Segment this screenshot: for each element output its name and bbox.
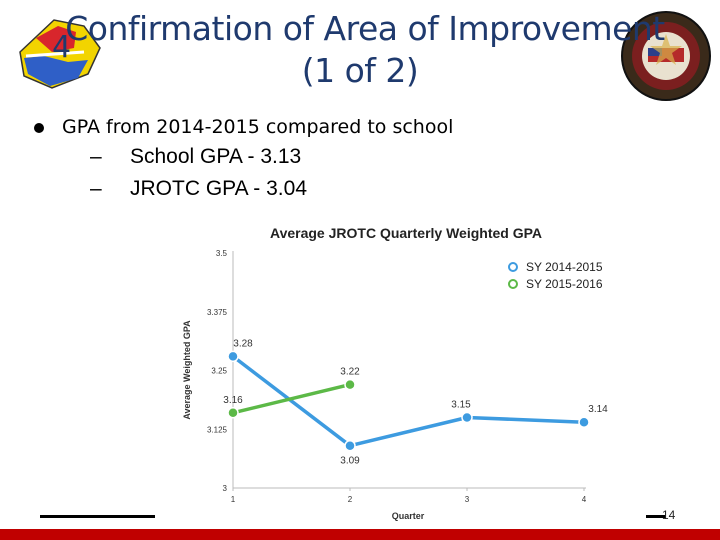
- legend-marker: [508, 279, 518, 289]
- state-shield-logo: [14, 12, 106, 96]
- jrotc-unit-emblem: [620, 10, 712, 102]
- legend-entry: SY 2015-2016: [526, 277, 603, 291]
- y-tick-label: 3.5: [216, 249, 228, 258]
- chart-title: Average JROTC Quarterly Weighted GPA: [270, 225, 542, 241]
- gpa-line-chart: Average JROTC Quarterly Weighted GPA 3 3.…: [170, 212, 640, 528]
- series-line-2: [232, 382, 351, 415]
- data-point: [344, 378, 356, 391]
- data-point: [578, 416, 590, 428]
- data-label: 3.15: [451, 400, 471, 411]
- y-tick-label: 3.375: [207, 308, 228, 317]
- sub-bullet: – School GPA - 3.13: [22, 142, 702, 172]
- series-line-1: [231, 355, 585, 448]
- slide-title: Confirmation of Area of Improvement (1 o…: [0, 8, 720, 92]
- x-axis-label: Quarter: [392, 511, 425, 521]
- bullet-list: GPA from 2014-2015 compared to school – …: [22, 114, 702, 204]
- footer-rule-right: [646, 515, 666, 518]
- bullet-main-text: GPA from 2014-2015 compared to school: [62, 116, 454, 138]
- sub-bullet-dash: –: [90, 145, 102, 168]
- x-tick-label: 2: [348, 495, 353, 504]
- data-point: [461, 411, 473, 424]
- page-number: 14: [662, 508, 676, 522]
- chart-svg: Average JROTC Quarterly Weighted GPA 3 3.…: [182, 225, 608, 521]
- chart-axes: 3 3.125 3.25 3.375 3.5 1 2 3 4: [207, 249, 587, 504]
- slide-title-line1: Confirmation of Area of Improvement: [65, 9, 665, 48]
- data-point: [344, 439, 356, 452]
- slide-section-number: 4: [52, 30, 72, 65]
- y-tick-label: 3: [223, 484, 228, 493]
- x-tick-label: 4: [582, 495, 587, 504]
- data-point: [227, 350, 239, 363]
- sub-bullet-text: JROTC GPA - 3.04: [130, 177, 307, 200]
- bullet-main: GPA from 2014-2015 compared to school: [22, 114, 702, 140]
- sub-bullet: – JROTC GPA - 3.04: [22, 174, 702, 204]
- bullet-dot-icon: [34, 123, 44, 133]
- data-label: 3.22: [340, 367, 360, 378]
- legend-marker: [508, 262, 518, 272]
- legend-entry: SY 2014-2015: [526, 260, 603, 274]
- footer-band: [0, 529, 720, 540]
- y-axis-label: Average Weighted GPA: [182, 320, 192, 420]
- y-tick-label: 3.25: [211, 367, 227, 376]
- chart-series: 3.28 3.09 3.15 3.14 3.16 3.22: [223, 338, 608, 466]
- y-tick-label: 3.125: [207, 425, 228, 434]
- data-label: 3.28: [233, 338, 253, 349]
- x-tick-label: 1: [231, 495, 236, 504]
- slide-title-line2: (1 of 2): [301, 51, 419, 90]
- sub-bullet-dash: –: [90, 177, 102, 200]
- chart-legend: SY 2014-2015 SY 2015-2016: [508, 260, 603, 291]
- footer-rule-left: [40, 515, 155, 518]
- sub-bullet-text: School GPA - 3.13: [130, 145, 302, 168]
- data-point: [227, 407, 239, 419]
- data-label: 3.16: [223, 395, 243, 406]
- data-label: 3.09: [340, 456, 360, 467]
- x-tick-label: 3: [465, 495, 470, 504]
- data-label: 3.14: [588, 404, 608, 415]
